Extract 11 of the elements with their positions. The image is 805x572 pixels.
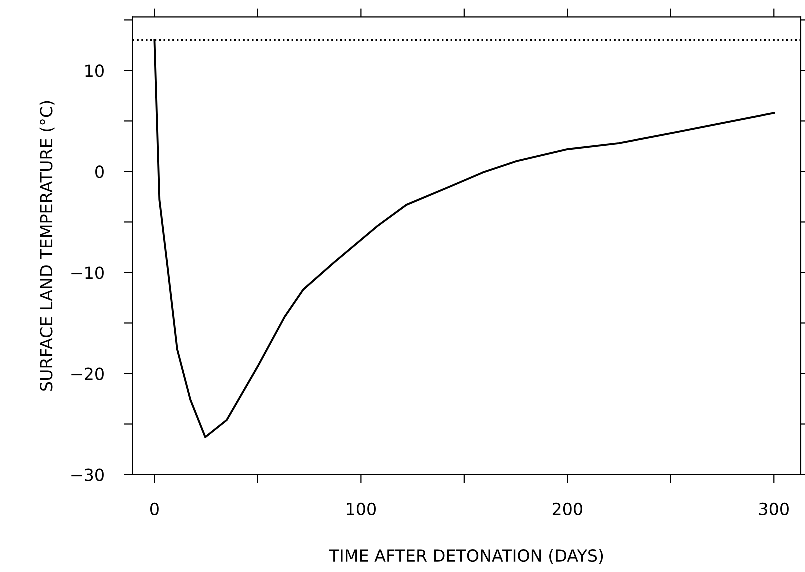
x-tick-label: 300 bbox=[760, 502, 789, 516]
y-tick-label: −30 bbox=[72, 468, 104, 482]
x-tick-label: 100 bbox=[347, 502, 376, 516]
y-tick-label: −10 bbox=[72, 266, 104, 280]
x-axis-title: TIME AFTER DETONATION (DAYS) bbox=[329, 549, 604, 564]
y-axis-title: SURFACE LAND TEMPERATURE (°C) bbox=[40, 101, 55, 391]
y-tick-label: 0 bbox=[96, 166, 104, 178]
y-tick-label: −20 bbox=[72, 368, 104, 380]
y-tick-label: 10 bbox=[86, 64, 104, 78]
x-tick-label: 200 bbox=[552, 502, 582, 516]
x-tick-label: 0 bbox=[150, 502, 159, 516]
